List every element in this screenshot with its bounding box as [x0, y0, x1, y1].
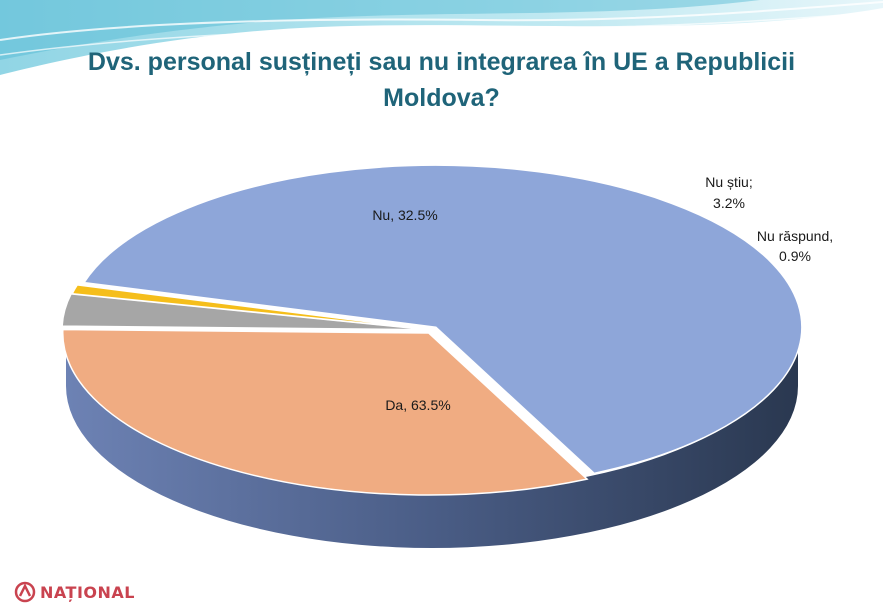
pie-slice-nu-răspund	[70, 284, 430, 331]
chart-title: Dvs. personal susțineți sau nu integrare…	[87, 48, 796, 112]
slice-label-nu-știu: Nu știu; 3.2%	[705, 174, 752, 211]
pie-side-band	[66, 330, 798, 548]
brand-logo: NAȚIONAL	[14, 581, 135, 603]
logo-text: NAȚIONAL	[40, 582, 135, 602]
pie-labels: Da, 63.5% Nu, 32.5% Nu știu; 3.2%Nu răspund…	[372, 174, 833, 413]
pie-top	[61, 164, 803, 496]
pie-slice-da	[82, 164, 803, 475]
slice-label-nu: Nu, 32.5%	[372, 207, 437, 223]
slice-label-da: Da, 63.5%	[385, 397, 450, 413]
logo-mark-icon	[14, 581, 36, 603]
pie-slice-nu	[62, 328, 589, 496]
slice-label-nu-răspund: Nu răspund, 0.9%	[757, 228, 833, 264]
decorative-wave-banner	[0, 0, 883, 75]
